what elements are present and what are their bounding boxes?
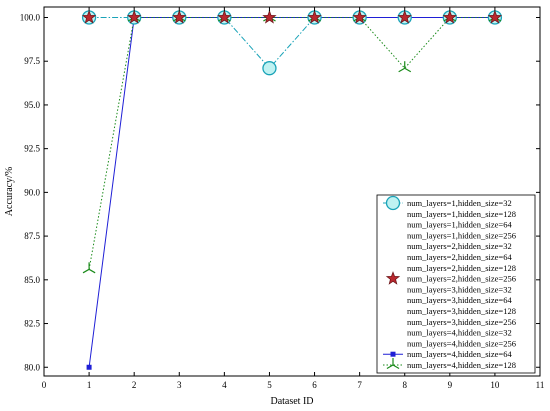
legend-entry-label: num_layers=4,hidden_size=256 <box>407 338 516 348</box>
legend: num_layers=1,hidden_size=32num_layers=1,… <box>376 194 536 374</box>
data-point <box>217 9 232 24</box>
x-tick-label: 0 <box>42 380 47 390</box>
tri-arm <box>404 67 412 73</box>
legend-entry-label: num_layers=4,hidden_size=128 <box>407 360 516 370</box>
y-tick-label: 92.5 <box>24 144 40 154</box>
x-tick-label: 1 <box>87 380 92 390</box>
legend-entry-label: num_layers=3,hidden_size=64 <box>407 295 512 305</box>
axes-layer: 0 1 2 3 4 5 6 7 8 9 10 11 80.0 82.5 85.0 87.5 90.0 92.5 95… <box>20 7 545 390</box>
legend-entry-label: num_layers=2,hidden_size=32 <box>407 241 512 251</box>
data-point <box>262 61 277 76</box>
y-tick-label: 85.0 <box>24 275 40 285</box>
legend-entry-label: num_layers=3,hidden_size=32 <box>407 284 512 294</box>
legend-entry-label: num_layers=2,hidden_size=64 <box>407 252 512 262</box>
x-tick-label: 8 <box>402 380 407 390</box>
legend-entry-label: num_layers=4,hidden_size=32 <box>407 328 512 338</box>
data-point <box>352 9 367 24</box>
x-tick-label: 6 <box>312 380 317 390</box>
data-point <box>398 61 412 73</box>
legend-entry-label: num_layers=2,hidden_size=256 <box>407 274 516 284</box>
y-tick-label: 82.5 <box>24 319 40 329</box>
tri-arm <box>82 268 90 274</box>
legend-entry-label: num_layers=3,hidden_size=256 <box>407 317 516 327</box>
legend-entry-label: num_layers=1,hidden_size=128 <box>407 209 516 219</box>
legend-entry-label: num_layers=1,hidden_size=32 <box>407 198 512 208</box>
tri-arm <box>88 268 96 274</box>
y-tick-label: 95.0 <box>24 100 40 110</box>
x-axis-title: Dataset ID <box>270 396 313 407</box>
y-tick-label: 87.5 <box>24 231 40 241</box>
legend-entry-label: num_layers=4,hidden_size=64 <box>407 349 512 359</box>
x-tick-label: 2 <box>132 380 137 390</box>
y-axis-title: Accuracy/% <box>4 167 15 216</box>
data-point <box>487 9 503 24</box>
data-point <box>86 364 92 370</box>
y-tick-label: 100.0 <box>20 12 41 22</box>
legend-entry-label: num_layers=2,hidden_size=128 <box>407 263 516 273</box>
legend-swatch-marker <box>386 358 400 370</box>
y-tick-label: 97.5 <box>24 56 40 66</box>
data-point <box>397 9 412 24</box>
series-layer <box>81 9 503 370</box>
legend-swatch-marker <box>390 351 396 357</box>
x-tick-label: 11 <box>536 380 545 390</box>
tri-arm <box>398 67 406 73</box>
data-point <box>262 9 277 24</box>
x-tick-label: 10 <box>490 380 500 390</box>
legend-swatch-marker <box>385 195 401 211</box>
x-tick-label: 5 <box>267 380 272 390</box>
data-point <box>81 9 97 24</box>
series-line <box>88 17 495 270</box>
legend-entry-label: num_layers=3,hidden_size=128 <box>407 306 516 316</box>
x-tick-label: 9 <box>448 380 453 390</box>
data-point <box>127 9 142 24</box>
y-tick-label: 80.0 <box>24 362 40 372</box>
y-tick-label: 90.0 <box>24 187 40 197</box>
tri-arm <box>386 364 394 370</box>
data-point <box>172 9 187 24</box>
data-point <box>307 9 322 24</box>
data-point <box>442 9 457 24</box>
x-tick-label: 7 <box>357 380 362 390</box>
x-tick-label: 3 <box>177 380 182 390</box>
legend-entry-label: num_layers=1,hidden_size=256 <box>407 230 516 240</box>
plot-frame <box>43 6 541 377</box>
x-tick-label: 4 <box>222 380 227 390</box>
data-point <box>82 262 96 274</box>
legend-swatch-marker <box>385 271 401 285</box>
legend-entry-label: num_layers=1,hidden_size=64 <box>407 220 512 230</box>
tri-arm <box>392 364 400 370</box>
legend-box <box>376 194 536 374</box>
